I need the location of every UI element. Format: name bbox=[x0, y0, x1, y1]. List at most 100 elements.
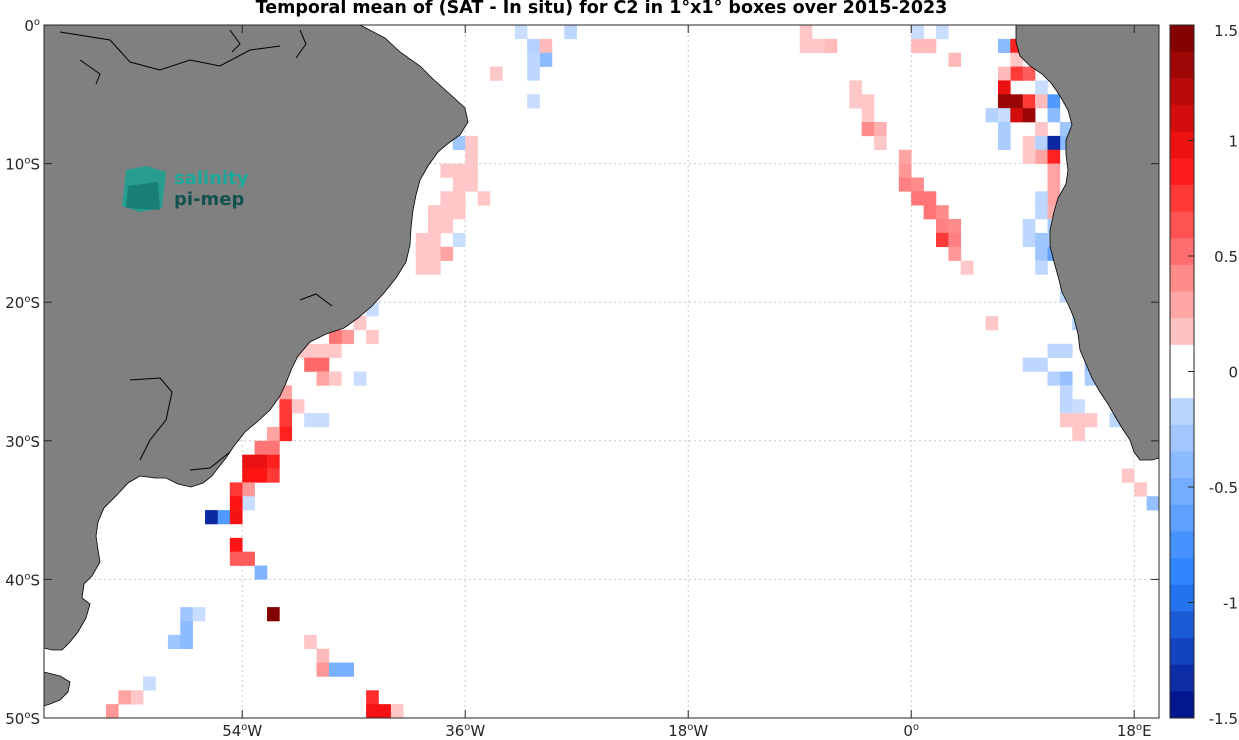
anomaly-cell bbox=[428, 260, 441, 275]
anomaly-cell bbox=[428, 232, 441, 248]
anomaly-cell bbox=[527, 94, 540, 109]
anomaly-cell bbox=[180, 620, 193, 636]
anomaly-cell bbox=[328, 343, 342, 358]
anomaly-cell bbox=[279, 426, 293, 442]
anomaly-cell bbox=[1010, 108, 1024, 123]
colorbar bbox=[1169, 24, 1195, 719]
colorbar-tick-label: 1.5 bbox=[1214, 22, 1238, 40]
anomaly-cell bbox=[539, 38, 553, 54]
anomaly-cell bbox=[180, 634, 193, 649]
colorbar-labels: 1.5 1 0.5 0 -0.5 -1 -1.5 bbox=[1188, 22, 1238, 728]
anomaly-cell bbox=[267, 426, 280, 442]
colorbar-segment bbox=[1170, 238, 1194, 266]
anomaly-cell bbox=[564, 25, 578, 40]
anomaly-cell bbox=[366, 690, 379, 705]
map-frame bbox=[43, 24, 1160, 719]
anomaly-cell bbox=[490, 66, 503, 81]
anomaly-cell bbox=[1072, 426, 1085, 442]
anomaly-cell bbox=[1072, 413, 1085, 428]
anomaly-cell bbox=[316, 357, 330, 372]
tierra-del-fuego-landmass bbox=[44, 671, 71, 707]
anomaly-cell bbox=[985, 316, 999, 331]
anomaly-cell bbox=[1035, 94, 1048, 109]
colorbar-segment bbox=[1170, 131, 1194, 159]
anomaly-cell bbox=[279, 399, 293, 414]
anomaly-cell bbox=[440, 205, 454, 220]
colorbar-segment bbox=[1170, 25, 1194, 53]
anomaly-cell bbox=[229, 496, 243, 511]
colorbar-segment bbox=[1170, 531, 1194, 559]
map-area: 54oW 36oW 18oW 0o 18oE 0o 10oS 20oS 30oS 40oS 50oS bbox=[5, 17, 1160, 740]
anomaly-cell bbox=[316, 371, 330, 386]
anomaly-cell bbox=[304, 343, 317, 358]
anomaly-cell bbox=[291, 399, 305, 414]
anomaly-cell bbox=[428, 246, 441, 261]
y-tick-label: 20oS bbox=[5, 294, 40, 312]
anomaly-cell bbox=[861, 94, 875, 109]
anomaly-cell bbox=[452, 135, 466, 151]
anomaly-cell bbox=[1010, 66, 1024, 81]
anomaly-cell bbox=[341, 662, 355, 677]
anomaly-cell bbox=[242, 496, 255, 511]
anomaly-cell bbox=[477, 191, 491, 206]
anomaly-cell bbox=[1047, 177, 1061, 192]
logo-line2: pi-mep bbox=[174, 189, 244, 210]
anomaly-cell bbox=[180, 607, 193, 622]
anomaly-cell bbox=[812, 38, 825, 54]
anomaly-cell bbox=[923, 191, 937, 206]
colorbar-segment bbox=[1170, 344, 1194, 372]
anomaly-cell bbox=[415, 246, 429, 261]
anomaly-cell bbox=[328, 329, 342, 345]
colorbar-tick-label: -1.5 bbox=[1209, 710, 1238, 728]
anomaly-cell bbox=[997, 135, 1011, 151]
anomaly-cell bbox=[948, 246, 962, 261]
anomaly-cell bbox=[465, 149, 478, 164]
y-tick-label: 30oS bbox=[5, 433, 40, 451]
anomaly-cell bbox=[316, 413, 330, 428]
anomaly-cell bbox=[267, 454, 280, 469]
anomaly-cell bbox=[874, 135, 887, 151]
axis-ticks: 54oW 36oW 18oW 0o 18oE 0o 10oS 20oS 30oS 40oS 50oS bbox=[5, 17, 1159, 740]
anomaly-cell bbox=[428, 219, 441, 234]
anomaly-cell bbox=[440, 219, 454, 234]
y-tick-label: 10oS bbox=[5, 156, 40, 174]
anomaly-cell bbox=[316, 648, 330, 663]
anomaly-cell bbox=[948, 232, 962, 248]
anomaly-cell bbox=[1022, 94, 1036, 109]
anomaly-cell bbox=[799, 25, 813, 40]
colorbar-tick-label: 0 bbox=[1228, 364, 1238, 382]
anomaly-cell bbox=[1022, 135, 1036, 151]
colorbar-segment bbox=[1170, 184, 1194, 212]
anomaly-cell bbox=[849, 94, 862, 109]
anomaly-cell bbox=[1134, 482, 1147, 497]
colorbar-segment bbox=[1170, 638, 1194, 666]
anomaly-cell bbox=[898, 163, 912, 178]
anomaly-cell bbox=[242, 454, 255, 469]
anomaly-cell bbox=[254, 454, 268, 469]
anomaly-cell bbox=[997, 108, 1011, 123]
anomaly-cell bbox=[341, 329, 355, 345]
anomaly-cell bbox=[440, 163, 454, 178]
anomaly-cell bbox=[911, 191, 924, 206]
anomaly-cell bbox=[205, 510, 218, 525]
anomaly-cell bbox=[997, 122, 1011, 137]
anomaly-cell bbox=[452, 177, 466, 192]
colorbar-segment bbox=[1170, 664, 1194, 692]
anomaly-cell bbox=[824, 38, 838, 54]
anomaly-cell bbox=[1047, 108, 1061, 123]
anomaly-cell bbox=[1035, 191, 1048, 206]
anomaly-cell bbox=[1022, 232, 1036, 248]
anomaly-cell bbox=[167, 634, 181, 649]
anomaly-cell bbox=[415, 260, 429, 275]
anomaly-cell bbox=[452, 232, 466, 248]
x-tick-label: 54oW bbox=[222, 722, 262, 740]
anomaly-cell bbox=[799, 38, 813, 54]
anomaly-cell bbox=[1059, 399, 1073, 414]
anomaly-cell bbox=[1047, 135, 1061, 151]
x-tick-label: 18oE bbox=[1117, 722, 1152, 740]
anomaly-cell bbox=[279, 413, 293, 428]
anomaly-cell bbox=[527, 38, 540, 54]
anomaly-cell bbox=[874, 122, 887, 137]
anomaly-cell bbox=[452, 163, 466, 178]
anomaly-cell bbox=[254, 440, 268, 455]
